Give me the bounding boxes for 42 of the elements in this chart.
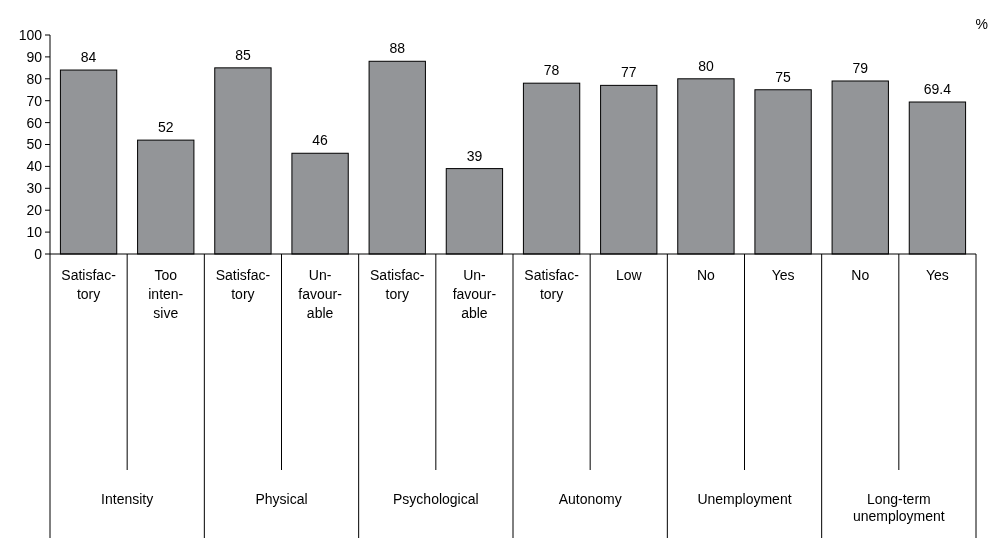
y-tick-label: 100 [18,26,43,43]
y-tick-label: 20 [26,202,43,219]
text: Intensity [101,491,154,507]
y-tick-label: 80 [26,70,43,87]
x-tick-label: Satisfac- tory [370,267,425,302]
data-label: 84 [80,49,97,66]
data-label: 85 [235,46,251,63]
x-tick-label: Satisfac- tory [215,267,271,302]
x-tick-label: Too inten- sive [148,267,184,321]
data-label: 39 [466,147,483,164]
text: Psychological [393,491,479,507]
data-label: 52 [157,119,174,136]
y-tick-label: 30 [26,180,43,197]
data-label: 88 [389,40,406,57]
y-tick-label: 90 [26,48,43,65]
data-label: 80 [698,57,714,74]
x-tick-label: Satisfac- tory [61,267,117,302]
x-tick-label: Yes [771,267,795,283]
x-tick-label: Un- favour- able [452,267,497,321]
y-tick-label: 0 [34,245,43,262]
data-label: 46 [312,132,329,149]
y-tick-label: 60 [26,114,43,131]
x-tick-label: No [696,267,716,283]
text: Long-term unemployment [852,491,945,524]
data-label: 77 [620,64,637,81]
x-tick-label: Low [615,267,643,283]
text: Unemployment [697,491,792,507]
data-label: 79 [852,59,869,76]
data-label: 69.4 [923,81,952,98]
y-tick-label: 50 [26,136,43,153]
text: Autonomy [558,491,622,507]
text: Physical [255,491,308,507]
x-tick-label: Satisfac- tory [524,267,580,302]
x-tick-label: Yes [925,267,949,283]
y-axis-title: % [975,16,988,32]
data-label: 75 [775,68,792,85]
x-tick-label: Un- favour- able [298,267,343,321]
x-tick-label: No [851,267,870,283]
y-tick-label: 70 [26,92,43,109]
y-tick-label: 40 [26,158,43,175]
y-tick-label: 10 [26,224,43,240]
data-label: 78 [543,62,560,79]
